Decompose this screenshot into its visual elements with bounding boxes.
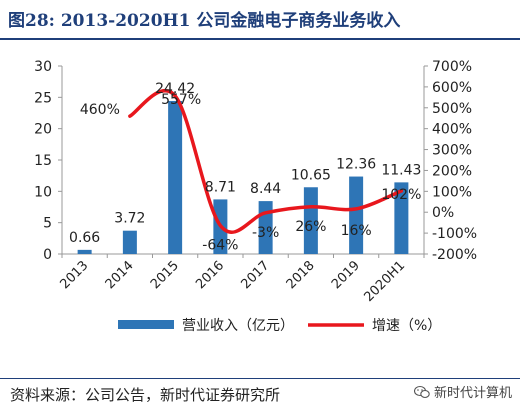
bar-value-label: 8.71 — [205, 179, 236, 195]
left-tick-label: 5 — [43, 216, 52, 232]
right-tick-label: 400% — [432, 122, 472, 138]
revenue-growth-chart: 0 5 10 15 20 25 30 -200% -100% 0% 100% 200% 300% 400%… — [34, 59, 477, 334]
legend-bar-label: 营业收入（亿元） — [182, 318, 294, 334]
growth-value-label: -3% — [252, 225, 279, 241]
x-tick-label: 2015 — [148, 258, 182, 292]
left-tick-label: 30 — [34, 59, 52, 75]
x-tick-label: 2018 — [284, 258, 318, 292]
x-tick-label: 2016 — [193, 258, 227, 292]
bar-value-label: 0.66 — [69, 230, 100, 246]
bar-2020H1 — [394, 182, 409, 254]
bar-value-label: 12.36 — [336, 157, 376, 173]
growth-value-label: -64% — [202, 238, 238, 254]
footer-divider — [0, 378, 520, 379]
watermark-text: 新时代计算机 — [433, 386, 512, 401]
left-tick-label: 20 — [34, 122, 52, 138]
right-tick-label: 500% — [432, 101, 472, 117]
bar-2018 — [303, 187, 318, 254]
bar-value-label: 8.44 — [250, 181, 281, 197]
right-tick-label: 200% — [432, 163, 472, 179]
wechat-icon — [413, 385, 430, 398]
growth-value-label: 557% — [161, 92, 201, 108]
x-tick-label: 2019 — [329, 258, 363, 292]
bar-value-label: 10.65 — [291, 167, 331, 183]
right-tick-label: 100% — [432, 184, 472, 200]
right-tick-label: -200% — [432, 247, 477, 263]
bar-value-label: 3.72 — [114, 211, 145, 227]
growth-rate-line — [128, 88, 404, 234]
bar-value-label: 11.43 — [381, 162, 421, 178]
x-tick-label: 2020H1 — [361, 258, 408, 305]
left-tick-label: 10 — [34, 184, 52, 200]
x-tick-label: 2014 — [103, 258, 137, 292]
chart-title: 图28: 2013-2020H1 公司金融电子商务业务收入 — [8, 11, 401, 31]
bar-2013 — [77, 249, 92, 254]
growth-value-label: 16% — [341, 223, 372, 239]
bar-2015 — [168, 100, 183, 254]
right-tick-label: 300% — [432, 143, 472, 159]
left-tick-label: 25 — [34, 90, 52, 106]
left-tick-label: 15 — [34, 153, 52, 169]
growth-value-label: 102% — [381, 187, 421, 203]
title-bar: 图28: 2013-2020H1 公司金融电子商务业务收入 — [0, 0, 520, 36]
growth-value-label: 26% — [295, 219, 326, 235]
bar-2019 — [349, 176, 364, 254]
source-note: 资料来源：公司公告，新时代证券研究所 — [10, 386, 281, 404]
legend-bar-swatch — [118, 320, 174, 329]
growth-value-label: 460% — [80, 102, 120, 118]
legend-line-label: 增速（%） — [372, 318, 441, 334]
left-tick-label: 0 — [43, 247, 52, 263]
right-tick-label: 700% — [432, 59, 472, 75]
right-tick-label: 600% — [432, 80, 472, 96]
x-tick-label: 2013 — [57, 258, 91, 292]
x-tick-label: 2017 — [238, 258, 272, 292]
right-tick-label: -100% — [432, 226, 477, 242]
title-divider — [0, 38, 520, 40]
bar-value-label: 24.42 — [155, 81, 195, 97]
right-tick-label: 0% — [432, 205, 454, 221]
watermark: 新时代计算机 — [413, 382, 512, 401]
bar-2014 — [122, 230, 137, 254]
